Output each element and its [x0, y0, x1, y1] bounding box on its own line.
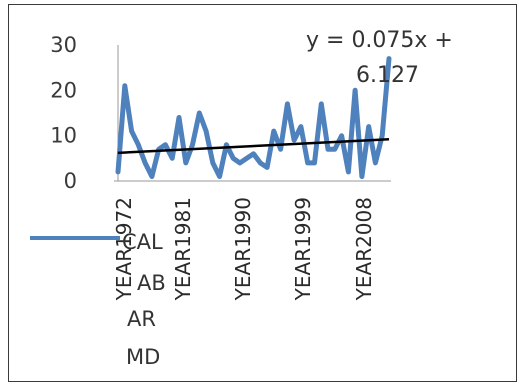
legend-label-line: AB — [137, 271, 166, 295]
plot-area — [114, 45, 392, 182]
chart-frame — [8, 4, 517, 382]
x-tick-label: YEAR1999 — [291, 197, 315, 301]
y-axis-ticks: 0 10 20 30 — [50, 33, 77, 193]
y-tick-label: 10 — [50, 124, 77, 148]
x-tick-label: YEAR1981 — [171, 197, 195, 301]
x-tick-label: YEAR1972 — [112, 197, 136, 301]
trendline — [117, 138, 390, 155]
y-tick-label: 20 — [50, 78, 77, 102]
y-tick-label: 30 — [50, 33, 77, 57]
series-line — [115, 56, 392, 179]
trendline-equation-line-1: y = 0.075x + — [306, 28, 453, 53]
legend-label-line: CAL — [122, 230, 163, 254]
legend-label-line: AR — [127, 307, 156, 331]
x-tick-label: YEAR2008 — [352, 197, 376, 301]
x-tick-label: YEAR1990 — [231, 197, 255, 301]
trendline-equation-line-2: 6.127 — [356, 63, 419, 88]
legend-label-line: MD — [126, 345, 160, 369]
legend: CAL AB AR MD — [30, 230, 166, 369]
x-axis-ticks: YEAR1972 YEAR1981 YEAR1990 YEAR1999 YEAR2008 — [112, 197, 376, 301]
y-tick-label: 0 — [64, 169, 77, 193]
